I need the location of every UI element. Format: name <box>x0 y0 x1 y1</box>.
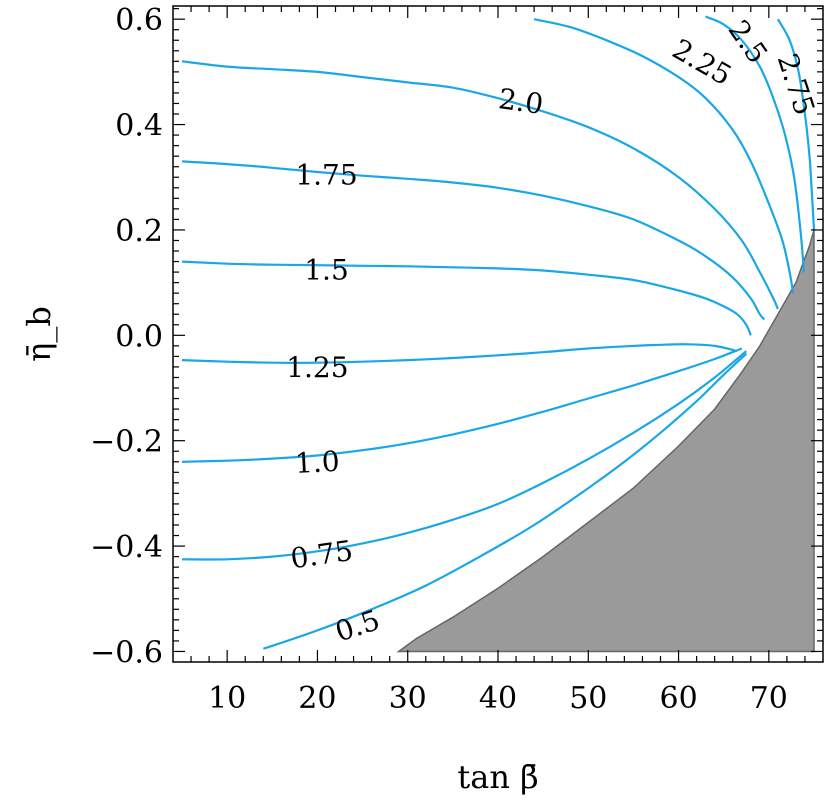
x-tick-label: 40 <box>479 681 517 716</box>
contour-line-1-0 <box>181 347 743 463</box>
y-tick-label: −0.4 <box>90 530 163 565</box>
x-tick-label: 10 <box>208 681 246 716</box>
plot-frame <box>172 5 824 663</box>
contour-line-2-0 <box>181 60 779 310</box>
contour-line-2-5 <box>705 15 806 273</box>
contour-line-1-25 <box>181 343 738 364</box>
contour-label: 0.5 <box>331 603 384 648</box>
contour-line-2-75 <box>776 18 816 230</box>
contour-label: 1.5 <box>304 254 349 287</box>
contour-label: 2.75 <box>771 50 822 119</box>
x-axis-label: tan β̄ <box>457 758 538 796</box>
x-tick-label: 30 <box>389 681 427 716</box>
x-tick-label: 50 <box>569 681 607 716</box>
x-tick-label: 70 <box>750 681 788 716</box>
x-tick-label: 60 <box>660 681 698 716</box>
contour-line-0-75 <box>181 350 748 561</box>
contour-label: 2.25 <box>667 32 737 92</box>
y-tick-label: 0.2 <box>115 214 163 249</box>
y-tick-label: 0.0 <box>115 319 163 354</box>
contour-label: 1.0 <box>294 445 340 480</box>
y-tick-label: 0.6 <box>115 3 163 38</box>
contour-label: 0.75 <box>289 534 355 575</box>
x-tick-label: 20 <box>298 681 336 716</box>
contour-line-2-25 <box>533 18 795 294</box>
contour-label: 1.75 <box>295 159 357 192</box>
excluded-region <box>396 229 815 653</box>
y-tick-label: 0.4 <box>115 109 163 144</box>
contour-line-1-75 <box>181 160 766 321</box>
y-tick-label: −0.2 <box>90 425 163 460</box>
y-tick-label: −0.6 <box>90 636 163 671</box>
contour-label: 2.0 <box>497 82 546 121</box>
contour-label: 1.25 <box>286 351 348 384</box>
contour-line-1-5 <box>181 260 752 336</box>
y-axis-label: η̄_b <box>20 306 58 362</box>
contour-line-0-5 <box>262 352 748 650</box>
